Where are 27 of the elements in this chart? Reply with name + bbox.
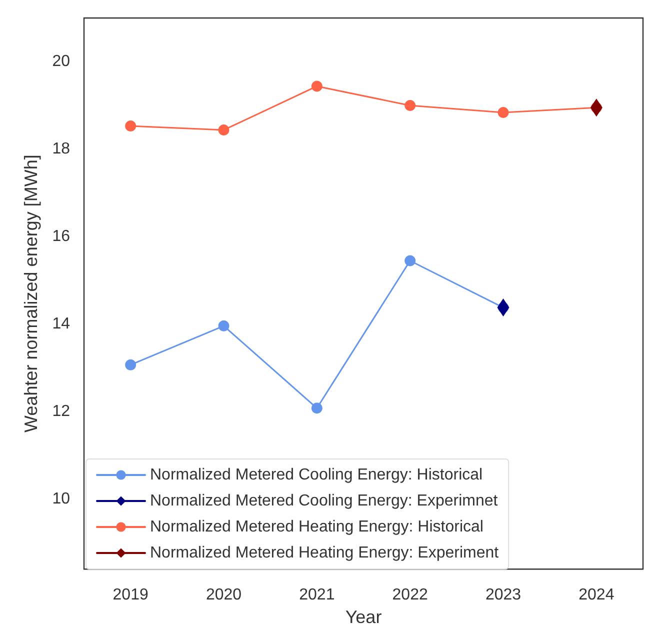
point: [218, 124, 230, 136]
x-tick-label: 2020: [206, 586, 242, 604]
x-tick-label: 2024: [578, 586, 614, 604]
point: [404, 255, 416, 266]
point: [218, 320, 230, 332]
y-tick-label: 20: [52, 53, 70, 70]
y-tick-label: 14: [52, 316, 70, 333]
y-tick-label: 16: [52, 228, 70, 246]
y-axis-title: Weahter normalized energy [MWh]: [21, 154, 41, 432]
point: [125, 359, 136, 370]
x-axis-title: Year: [345, 607, 382, 627]
point: [125, 120, 136, 132]
x-tick-label: 2019: [112, 586, 148, 604]
y-tick-label: 10: [52, 490, 70, 508]
legend-label: Normalized Metered Cooling Energy: Experimnet: [150, 492, 498, 510]
x-tick-label: 2021: [299, 586, 335, 604]
legend-label: Normalized Metered Heating Energy: Historical: [150, 518, 484, 536]
y-tick-label: 18: [52, 140, 70, 158]
point: [404, 100, 416, 111]
y-tick-label: 12: [52, 403, 70, 420]
point: [498, 106, 509, 118]
legend-label: Normalized Metered Cooling Energy: Historical: [150, 466, 483, 484]
x-tick-label: 2022: [392, 586, 428, 604]
point: [311, 80, 322, 92]
legend-label: Normalized Metered Heating Energy: Experiment: [150, 544, 500, 562]
x-tick-label: 2023: [485, 586, 522, 604]
point: [311, 402, 322, 414]
